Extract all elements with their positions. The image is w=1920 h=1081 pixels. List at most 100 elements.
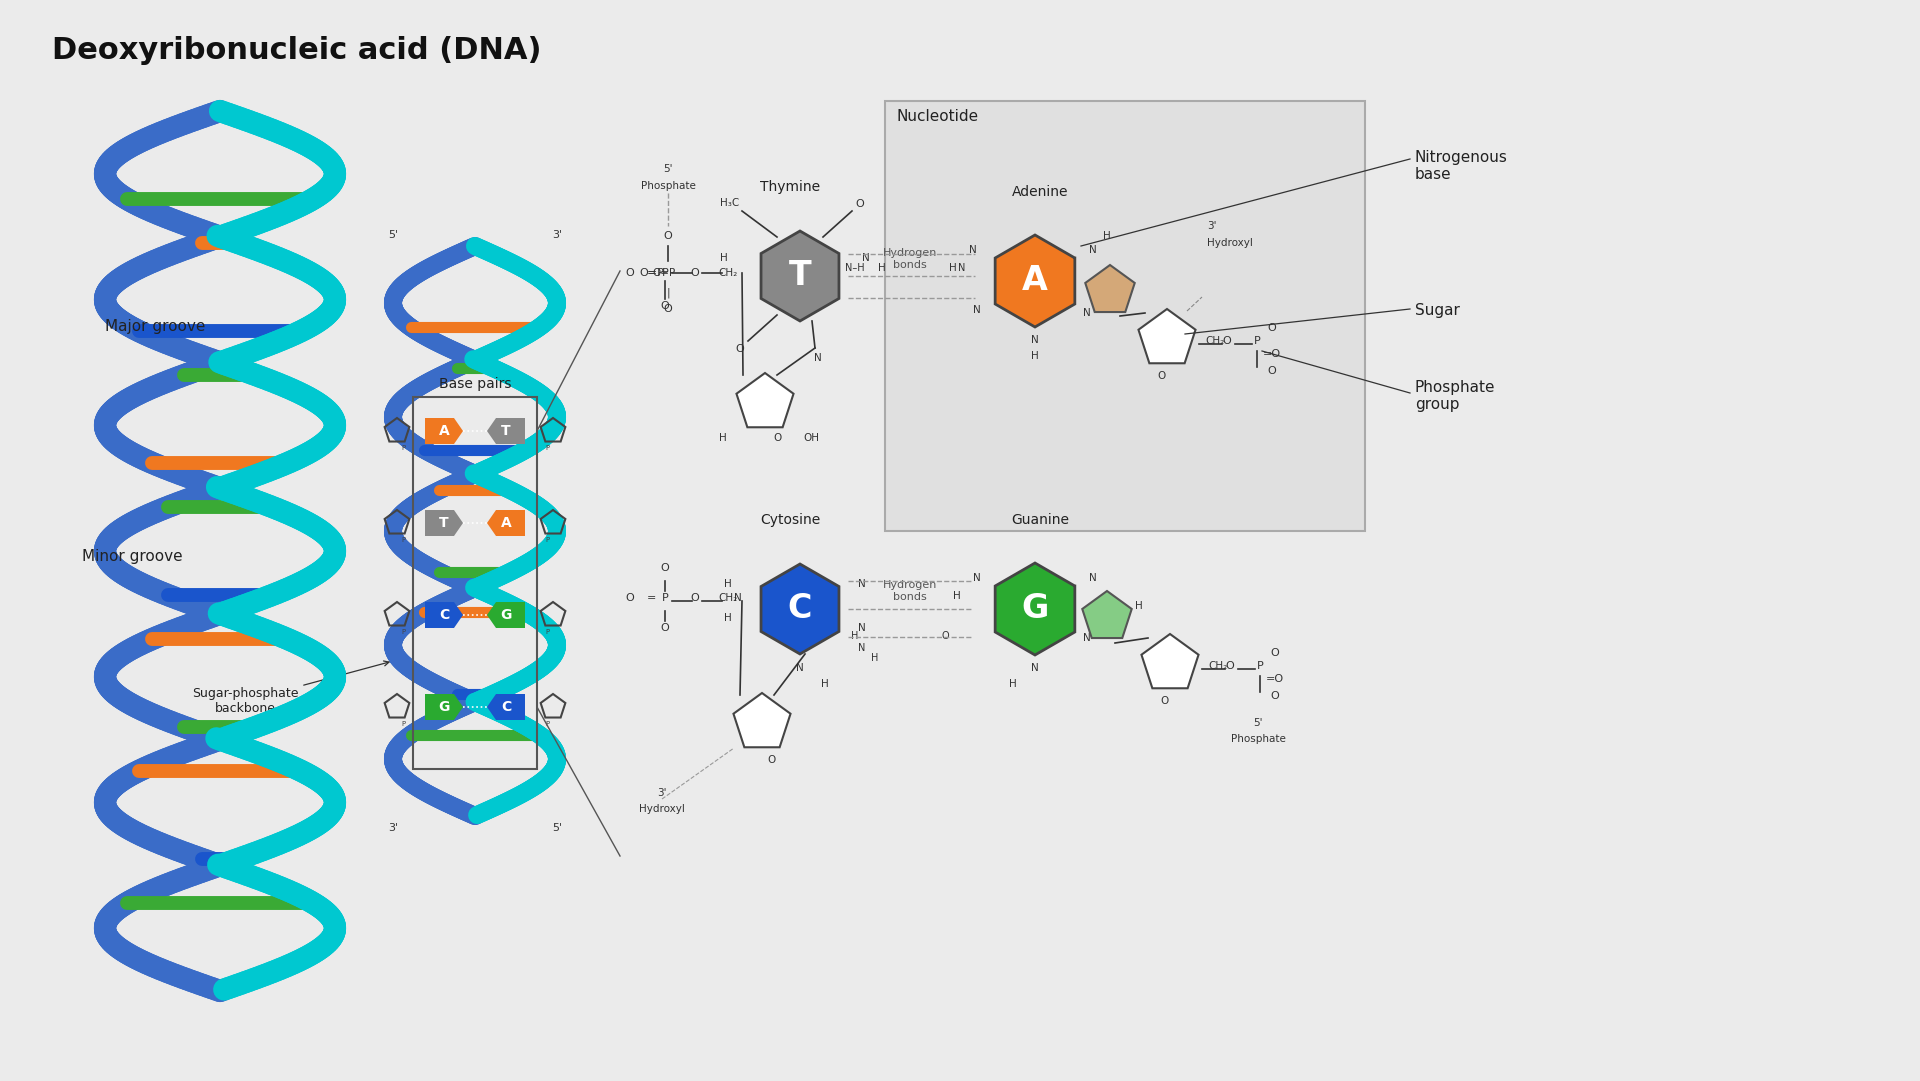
Text: T: T — [501, 424, 511, 438]
Text: H: H — [1010, 679, 1018, 689]
Text: O: O — [691, 268, 699, 278]
Polygon shape — [995, 235, 1075, 326]
Text: A: A — [1021, 265, 1048, 297]
Text: Guanine: Guanine — [1012, 513, 1069, 528]
Text: C: C — [787, 592, 812, 626]
Text: G: G — [501, 608, 513, 622]
Text: H: H — [872, 653, 879, 663]
Text: Deoxyribonucleic acid (DNA): Deoxyribonucleic acid (DNA) — [52, 36, 541, 65]
Polygon shape — [488, 510, 524, 536]
Text: CH₂: CH₂ — [718, 268, 737, 278]
Text: H: H — [720, 253, 728, 263]
Polygon shape — [424, 694, 463, 720]
Text: O: O — [626, 593, 634, 603]
Text: P: P — [401, 629, 405, 635]
Text: N: N — [733, 593, 741, 603]
Text: H: H — [724, 579, 732, 589]
Text: Phosphate
group: Phosphate group — [1415, 379, 1496, 412]
Text: O: O — [1223, 336, 1231, 346]
Text: A: A — [501, 516, 511, 530]
Text: H: H — [724, 613, 732, 623]
Polygon shape — [488, 602, 524, 628]
Polygon shape — [424, 510, 463, 536]
Text: N: N — [970, 245, 977, 255]
Text: Sugar-phosphate
backbone: Sugar-phosphate backbone — [192, 660, 390, 715]
Text: G: G — [438, 700, 449, 713]
Text: P: P — [662, 268, 668, 278]
Polygon shape — [760, 564, 839, 654]
Text: T: T — [440, 516, 449, 530]
Text: Sugar: Sugar — [1415, 304, 1459, 319]
Text: Nitrogenous
base: Nitrogenous base — [1415, 150, 1507, 183]
Text: H: H — [948, 263, 956, 273]
Text: H: H — [952, 591, 960, 601]
Polygon shape — [488, 418, 524, 444]
Polygon shape — [995, 563, 1075, 655]
Text: 5': 5' — [388, 230, 397, 240]
Text: P: P — [401, 537, 405, 543]
Text: =O: =O — [1265, 673, 1284, 684]
Text: H: H — [822, 679, 829, 689]
Text: N: N — [958, 263, 966, 273]
Text: O: O — [1271, 648, 1279, 658]
Text: 5': 5' — [551, 823, 563, 833]
Text: CH₂: CH₂ — [718, 593, 737, 603]
Text: Hydrogen
bonds: Hydrogen bonds — [883, 249, 937, 270]
Text: H: H — [1104, 231, 1112, 241]
Text: N: N — [1089, 245, 1096, 255]
Text: =O: =O — [1263, 349, 1281, 359]
Text: O: O — [1267, 323, 1277, 333]
Text: G: G — [1021, 592, 1048, 626]
Text: Adenine: Adenine — [1012, 185, 1068, 199]
Text: N: N — [797, 663, 804, 673]
Text: P: P — [662, 593, 668, 603]
Text: Hydrogen
bonds: Hydrogen bonds — [883, 580, 937, 602]
Text: Hydroxyl: Hydroxyl — [1208, 238, 1254, 248]
Text: O: O — [664, 231, 672, 241]
Text: OH: OH — [803, 433, 820, 443]
Text: P: P — [545, 721, 549, 728]
Text: Hydroxyl: Hydroxyl — [639, 804, 685, 814]
Text: O: O — [1271, 691, 1279, 700]
Text: P: P — [1256, 660, 1263, 671]
Text: H: H — [1031, 351, 1039, 361]
Text: H₃C: H₃C — [720, 198, 739, 208]
Text: O: O — [768, 755, 776, 765]
Text: N–H: N–H — [845, 263, 864, 273]
Text: O: O — [660, 301, 670, 311]
Text: P: P — [545, 445, 549, 451]
Text: P: P — [401, 721, 405, 728]
Text: O: O — [1225, 660, 1235, 671]
Text: C: C — [501, 700, 511, 713]
Text: O=P: O=P — [653, 268, 676, 278]
Text: O: O — [941, 631, 948, 641]
Polygon shape — [1085, 265, 1135, 312]
Text: H: H — [851, 631, 858, 641]
Polygon shape — [737, 373, 793, 427]
Text: O=P: O=P — [639, 268, 664, 278]
Text: N: N — [1031, 663, 1039, 673]
Text: N: N — [858, 579, 866, 589]
Text: N: N — [1031, 335, 1039, 345]
Text: Minor groove: Minor groove — [83, 548, 182, 563]
Text: Cytosine: Cytosine — [760, 513, 820, 528]
Polygon shape — [424, 602, 463, 628]
Polygon shape — [1139, 309, 1196, 363]
Text: O: O — [1158, 371, 1165, 381]
Text: CH₂: CH₂ — [1206, 336, 1225, 346]
Text: N: N — [814, 353, 822, 363]
Polygon shape — [733, 693, 791, 747]
Text: =: = — [647, 268, 657, 278]
Text: CH₂: CH₂ — [1208, 660, 1227, 671]
FancyBboxPatch shape — [885, 101, 1365, 531]
Text: Phosphate: Phosphate — [1231, 734, 1284, 744]
Text: P: P — [545, 629, 549, 635]
Text: O: O — [735, 344, 745, 353]
Text: N: N — [1089, 573, 1096, 583]
Text: P: P — [545, 537, 549, 543]
Text: Nucleotide: Nucleotide — [897, 109, 979, 124]
Text: O: O — [1267, 366, 1277, 376]
Polygon shape — [1083, 591, 1131, 638]
Text: O: O — [774, 433, 781, 443]
Text: N: N — [858, 623, 866, 633]
